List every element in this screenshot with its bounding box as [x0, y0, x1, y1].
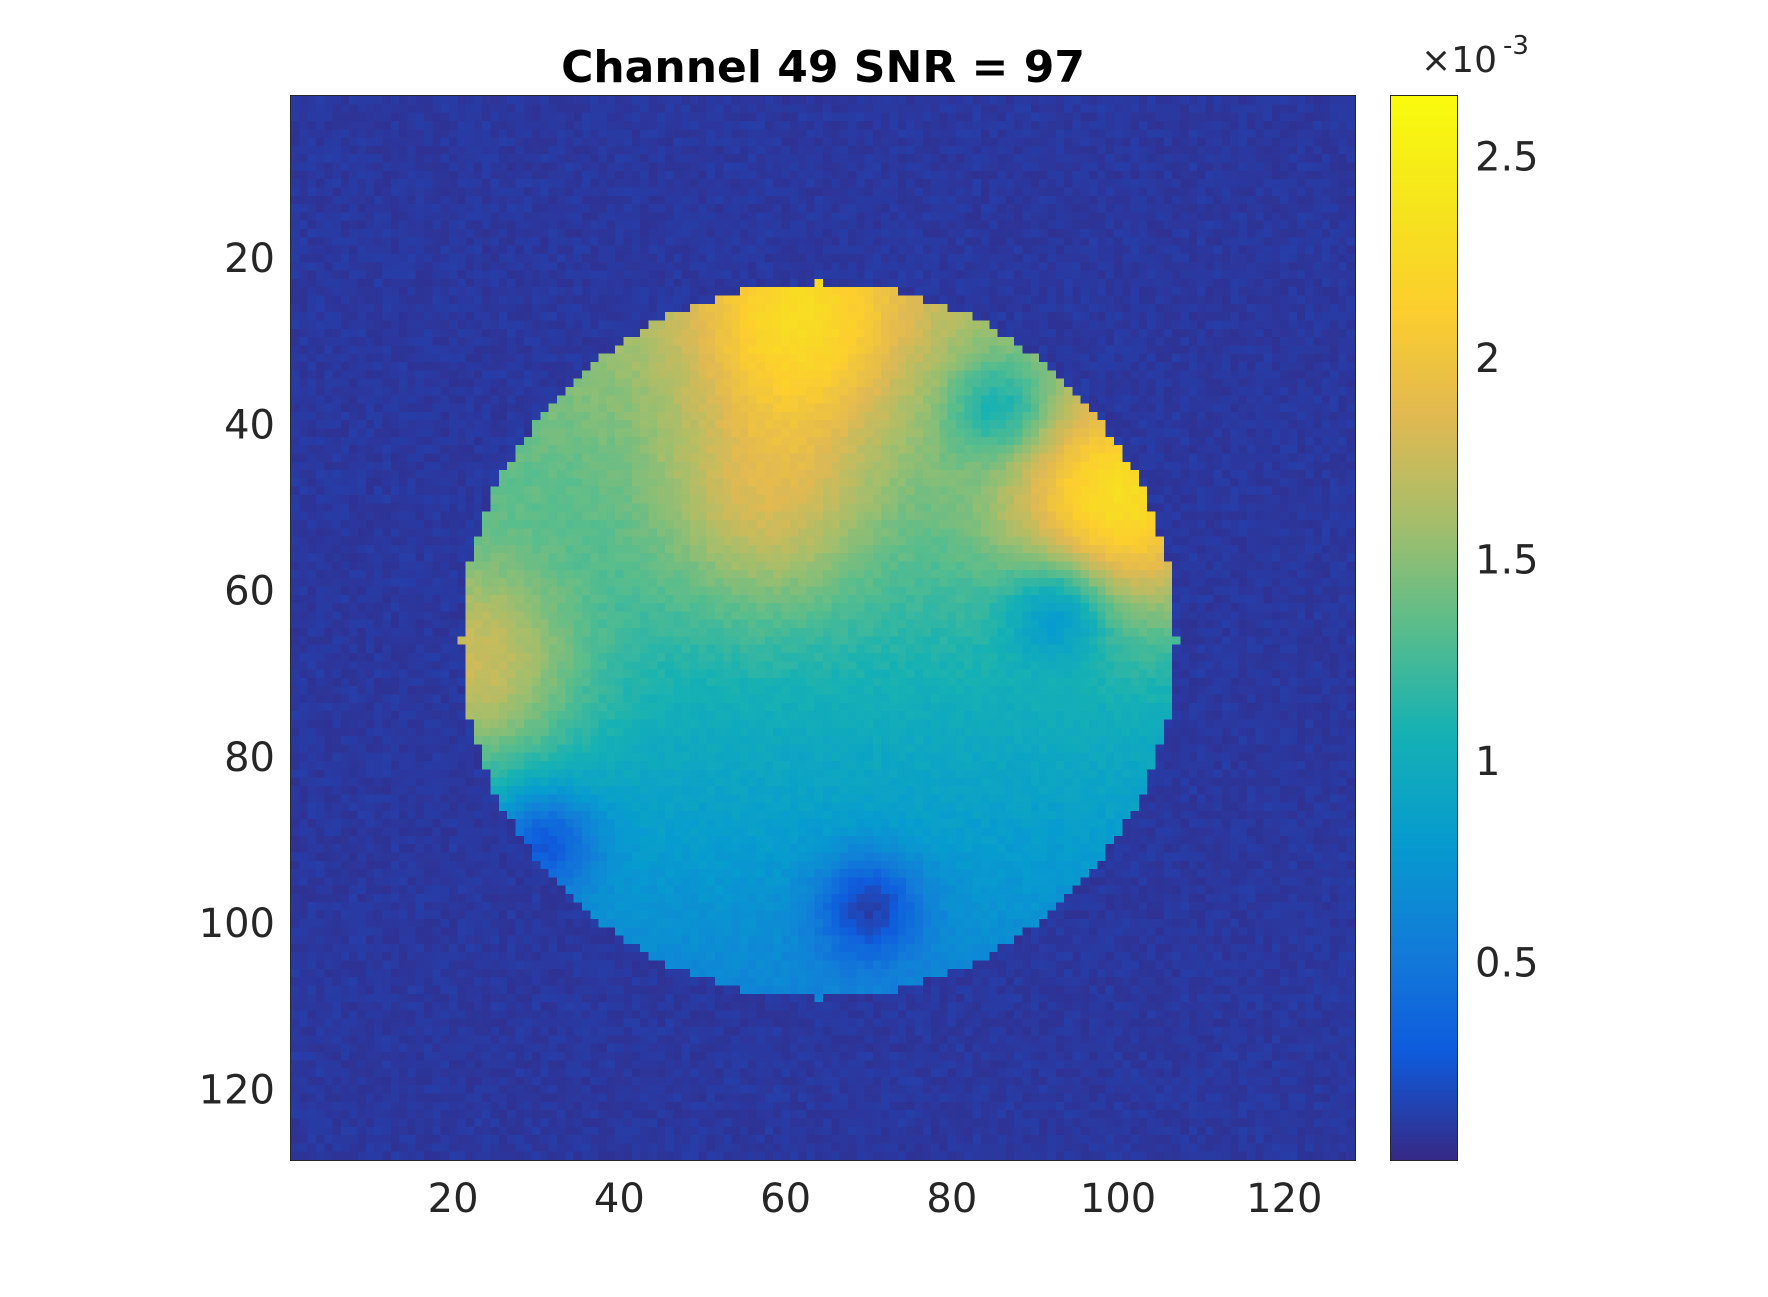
plot-axes: 20 40 60 80 100 120 20 40 60 80 100 120 — [199, 95, 1356, 1222]
colorbar-gradient — [1391, 96, 1457, 1160]
heatmap-image — [291, 96, 1355, 1160]
colorbar-tick-label: 2.5 — [1475, 134, 1539, 180]
y-tick-label: 60 — [224, 569, 275, 615]
colorbar-exponent: -3 — [1503, 31, 1529, 61]
x-tick-label: 20 — [428, 1176, 479, 1222]
x-tick-label: 40 — [594, 1176, 645, 1222]
colorbar-tick-label: 1.5 — [1475, 537, 1539, 583]
y-tick-label: 120 — [199, 1067, 275, 1113]
x-tick-label: 120 — [1246, 1176, 1322, 1222]
colorbar-tick-label: 1 — [1475, 739, 1500, 785]
x-tick-label: 60 — [760, 1176, 811, 1222]
chart-title: Channel 49 SNR = 97 — [561, 42, 1085, 93]
colorbar-tick-label: 0.5 — [1475, 941, 1539, 987]
y-tick-label: 40 — [224, 402, 275, 448]
y-tick-label: 20 — [224, 236, 275, 282]
x-tick-label: 100 — [1080, 1176, 1156, 1222]
colorbar-multiplier: ×10 — [1421, 40, 1497, 81]
y-tick-label: 80 — [224, 735, 275, 781]
y-tick-label: 100 — [199, 901, 275, 947]
colorbar-tick-label: 2 — [1475, 336, 1500, 382]
x-tick-label: 80 — [926, 1176, 977, 1222]
